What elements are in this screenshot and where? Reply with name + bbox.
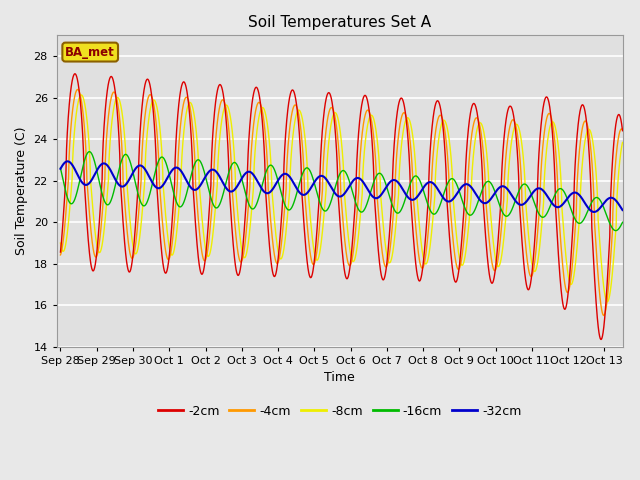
Text: BA_met: BA_met xyxy=(65,46,115,59)
Title: Soil Temperatures Set A: Soil Temperatures Set A xyxy=(248,15,431,30)
X-axis label: Time: Time xyxy=(324,372,355,384)
Legend: -2cm, -4cm, -8cm, -16cm, -32cm: -2cm, -4cm, -8cm, -16cm, -32cm xyxy=(153,400,526,423)
Y-axis label: Soil Temperature (C): Soil Temperature (C) xyxy=(15,127,28,255)
